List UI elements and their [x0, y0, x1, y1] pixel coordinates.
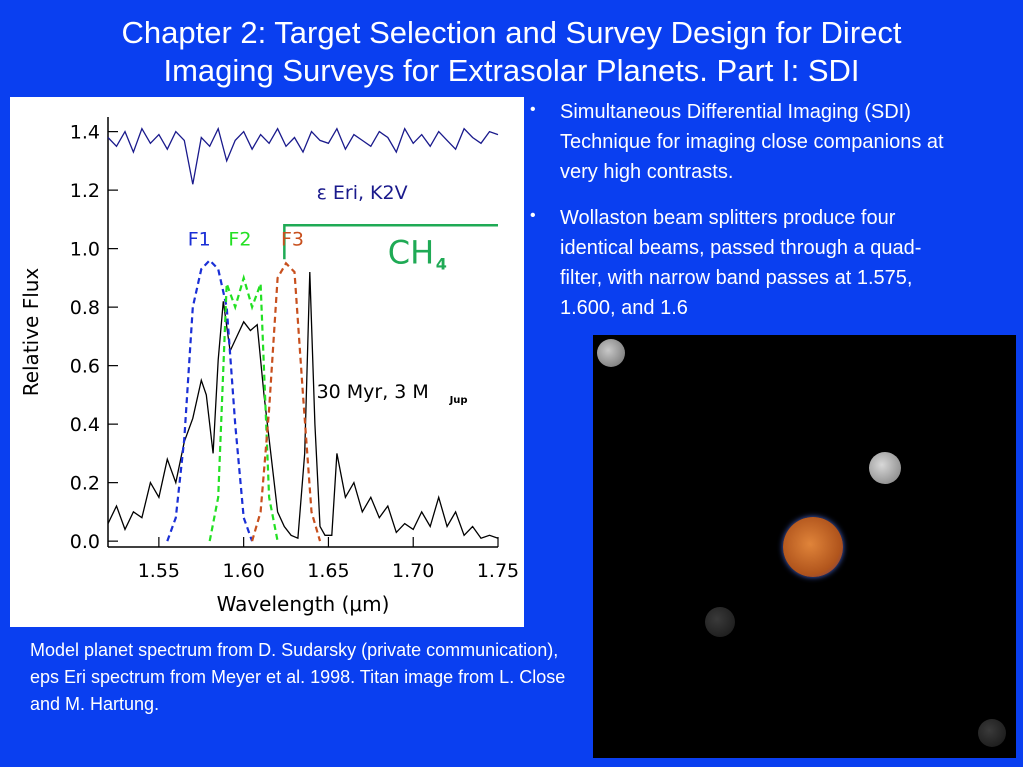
moon-icon — [705, 607, 735, 637]
titan-photo — [593, 335, 1016, 758]
ch4-label: CH — [388, 233, 434, 271]
moon-icon — [869, 452, 901, 484]
y-tick-label: 0.2 — [70, 473, 100, 495]
planet-spectrum-label: 30 Myr, 3 M — [317, 381, 429, 403]
y-tick-label: 1.0 — [70, 239, 100, 261]
series-line-30-myr-3-mjup — [107, 271, 499, 540]
x-tick-label: 1.75 — [477, 560, 519, 582]
bullet-text: Wollaston beam splitters produce four id… — [560, 207, 922, 319]
y-tick-label: 0.0 — [70, 531, 100, 553]
x-tick-label: 1.70 — [392, 560, 434, 582]
y-tick-label: 0.8 — [70, 297, 100, 319]
star-spectrum-label: ε Eri, K2V — [317, 182, 408, 204]
bullet-dot-icon: • — [530, 101, 536, 118]
slide-title: Chapter 2: Target Selection and Survey D… — [0, 14, 1023, 90]
moon-icon — [597, 339, 625, 367]
spectrum-chart-panel: 0.0 0.2 0.4 0.6 0.8 1.0 1.2 1.4 1.55 1.60 1.65 1.70… — [10, 97, 524, 627]
series-line--eri-k2v — [107, 126, 499, 185]
titan-planet-icon — [783, 517, 843, 577]
moon-icon — [978, 719, 1006, 747]
y-axis-label: Relative Flux — [19, 268, 43, 397]
planet-label-subscript: Jup — [449, 395, 468, 406]
figure-caption: Model planet spectrum from D. Sudarsky (… — [30, 640, 566, 714]
series-line-f2 — [208, 273, 279, 542]
filter-label-f1: F1 — [188, 229, 211, 251]
bullet-item: • Wollaston beam splitters produce four … — [530, 203, 960, 323]
y-tick-label: 1.4 — [70, 122, 100, 144]
title-line-2: Imaging Surveys for Extrasolar Planets. … — [163, 53, 860, 88]
spectrum-chart: 0.0 0.2 0.4 0.6 0.8 1.0 1.2 1.4 1.55 1.60 1.65 1.70… — [19, 117, 519, 616]
y-tick-label: 0.6 — [70, 356, 100, 378]
series-line-f1 — [166, 258, 254, 542]
x-tick-label: 1.55 — [138, 560, 180, 582]
title-line-1: Chapter 2: Target Selection and Survey D… — [121, 15, 902, 50]
x-tick-label: 1.60 — [222, 560, 264, 582]
bullet-item: • Simultaneous Differential Imaging (SDI… — [530, 97, 960, 187]
filter-label-f2: F2 — [228, 229, 251, 251]
bullet-text: Simultaneous Differential Imaging (SDI) … — [560, 101, 944, 183]
x-axis-label: Wavelength (μm) — [217, 592, 390, 616]
series-line-f3 — [251, 261, 322, 542]
y-tick-label: 0.4 — [70, 414, 100, 436]
bullet-list: • Simultaneous Differential Imaging (SDI… — [530, 97, 960, 339]
x-tick-label: 1.65 — [307, 560, 349, 582]
ch4-subscript: 4 — [436, 254, 447, 273]
bullet-dot-icon: • — [530, 207, 536, 224]
y-tick-label: 1.2 — [70, 180, 100, 202]
filter-label-f3: F3 — [281, 229, 304, 251]
ch4-band-bracket — [283, 223, 498, 260]
